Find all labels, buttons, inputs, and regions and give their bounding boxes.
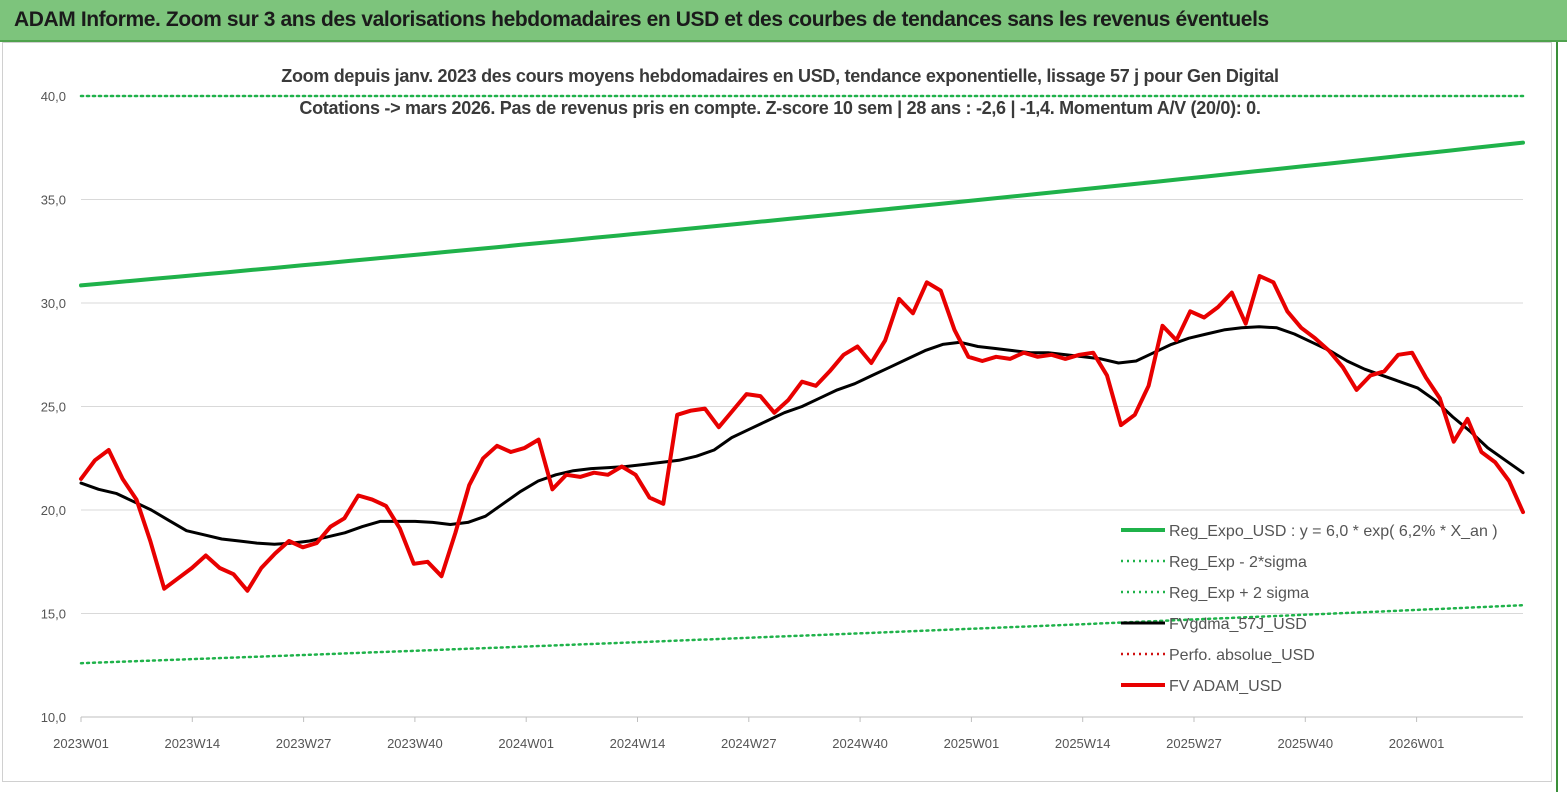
legend-label: Perfo. absolue_USD: [1169, 647, 1315, 664]
x-tick-label: 2024W14: [610, 736, 666, 751]
x-tick-label: 2024W40: [832, 736, 888, 751]
series-line-1: [79, 603, 1525, 665]
x-tick-label: 2023W40: [387, 736, 443, 751]
y-tick-label: 30,0: [41, 296, 66, 311]
chart-subtitle-2: Cotations -> mars 2026. Pas de revenus p…: [299, 98, 1261, 118]
right-border: [1556, 42, 1567, 792]
series-line-0: [79, 140, 1525, 288]
axis-labels: 10,0 15,0 20,0 25,0 30,0 35,0 40,0 2023W01 2023W…: [41, 89, 1445, 751]
legend-label: Reg_Expo_USD : y = 6,0 * exp( 6,2% * X_a…: [1169, 523, 1498, 540]
series-layer: [79, 94, 1525, 665]
x-tick-label: 2023W01: [53, 736, 109, 751]
legend: Reg_Expo_USD : y = 6,0 * exp( 6,2% * X_a…: [1121, 523, 1498, 695]
chart-subtitle-1: Zoom depuis janv. 2023 des cours moyens …: [281, 66, 1279, 86]
y-tick-label: 20,0: [41, 503, 66, 518]
y-tick-label: 15,0: [41, 607, 66, 622]
x-tick-label: 2025W40: [1277, 736, 1333, 751]
y-tick-label: 10,0: [41, 710, 66, 725]
legend-label: Reg_Exp - 2*sigma: [1169, 554, 1307, 571]
x-tick-label: 2026W01: [1389, 736, 1445, 751]
x-tick-label: 2025W27: [1166, 736, 1222, 751]
legend-label: FVgdma_57J_USD: [1169, 616, 1307, 633]
y-tick-label: 40,0: [41, 89, 66, 104]
legend-label: FV ADAM_USD: [1169, 678, 1282, 695]
y-tick-label: 35,0: [41, 193, 66, 208]
y-tick-label: 25,0: [41, 400, 66, 415]
x-tick-label: 2025W14: [1055, 736, 1111, 751]
x-tick-label: 2025W01: [944, 736, 1000, 751]
x-tick-label: 2023W27: [276, 736, 332, 751]
series-line-5: [79, 274, 1525, 593]
x-tick-label: 2023W14: [164, 736, 220, 751]
series-line-3: [79, 325, 1525, 546]
title-banner: ADAM Informe. Zoom sur 3 ans des valoris…: [0, 0, 1567, 42]
x-tick-label: 2024W01: [498, 736, 554, 751]
legend-label: Reg_Exp + 2 sigma: [1169, 585, 1309, 602]
page-title: ADAM Informe. Zoom sur 3 ans des valoris…: [14, 8, 1269, 31]
x-tick-label: 2024W27: [721, 736, 777, 751]
